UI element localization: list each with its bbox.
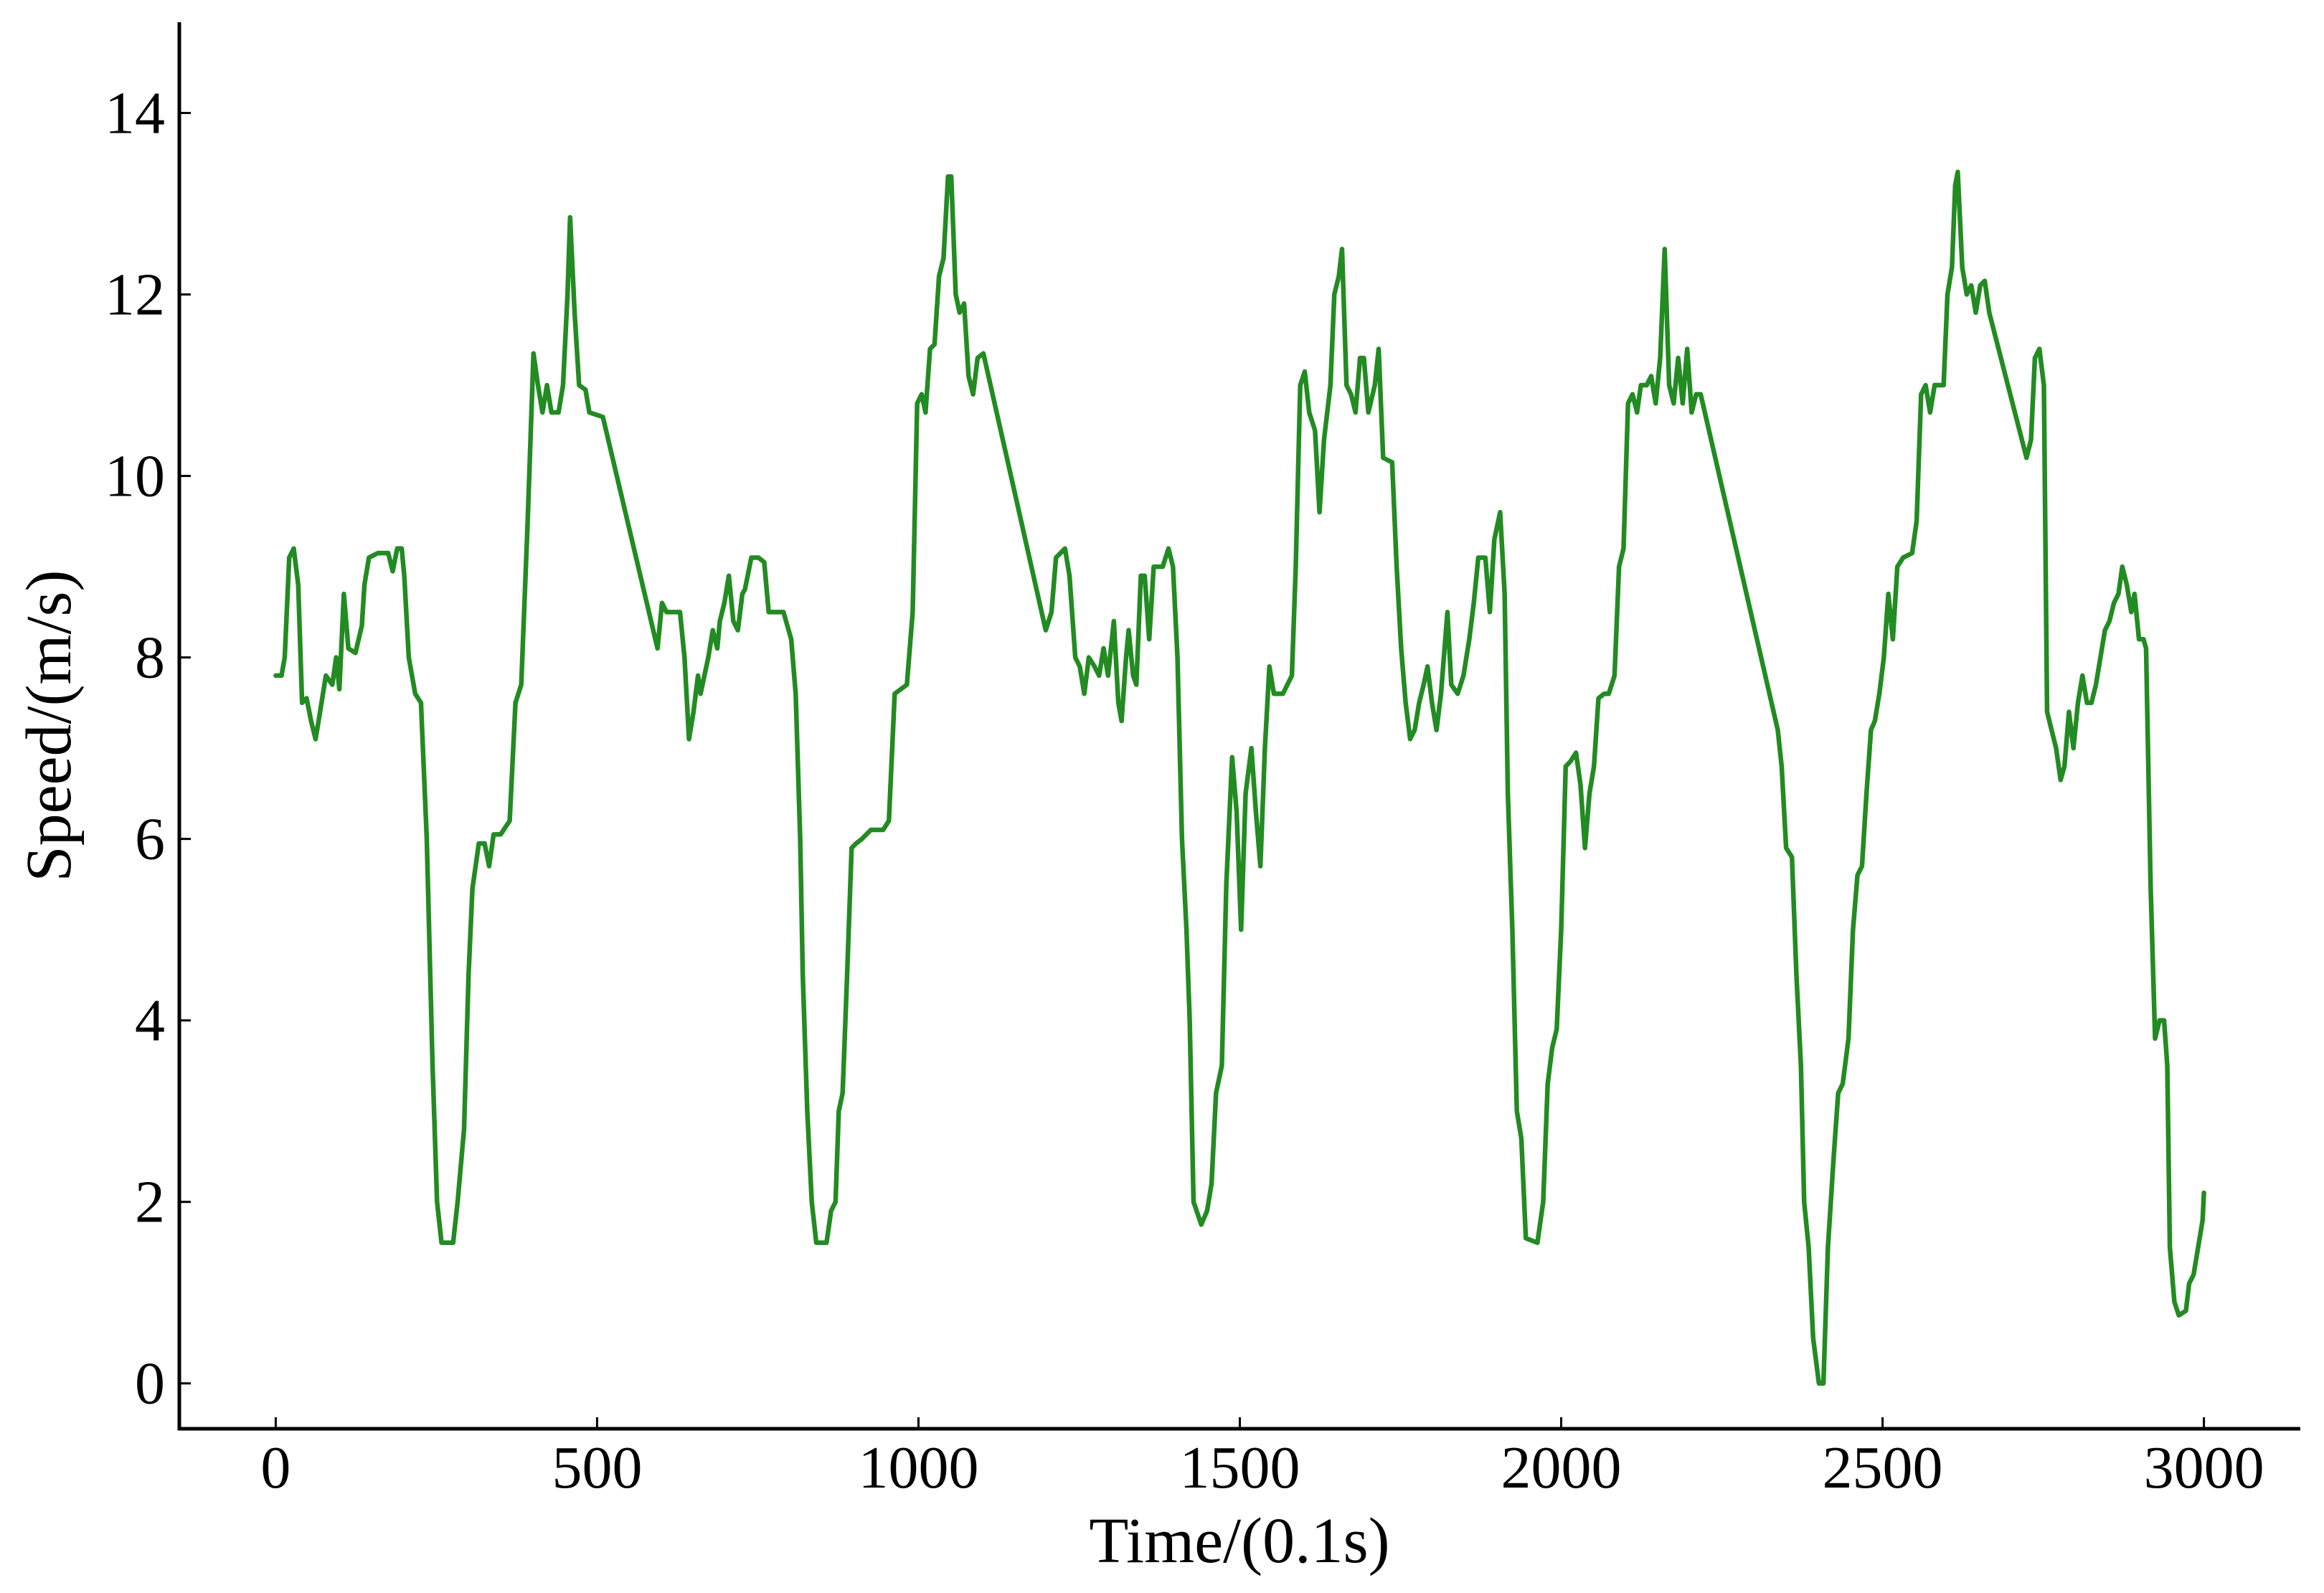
x-tick-label: 3000 xyxy=(2144,1434,2264,1501)
x-tick-label: 1500 xyxy=(1180,1434,1300,1501)
y-tick-label: 6 xyxy=(135,806,165,873)
y-tick-label: 8 xyxy=(135,625,165,691)
x-tick-label: 2000 xyxy=(1501,1434,1622,1501)
x-axis-label: Time/(0.1s) xyxy=(1089,1505,1389,1577)
y-tick-label: 0 xyxy=(135,1351,165,1417)
y-tick-label: 14 xyxy=(105,80,165,147)
x-tick-label: 2500 xyxy=(1823,1434,1943,1501)
x-tick-label: 0 xyxy=(260,1434,290,1501)
y-tick-label: 10 xyxy=(105,443,165,510)
y-tick-label: 12 xyxy=(105,262,165,328)
x-tick-label: 500 xyxy=(552,1434,642,1501)
y-axis-label: Speed/(m/s) xyxy=(14,570,85,882)
y-tick-label: 2 xyxy=(135,1169,165,1236)
speed-line xyxy=(273,169,2206,1386)
y-tick-label: 4 xyxy=(135,988,165,1054)
x-tick-label: 1000 xyxy=(858,1434,978,1501)
